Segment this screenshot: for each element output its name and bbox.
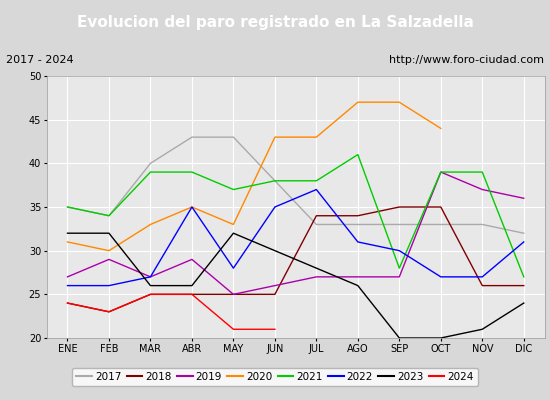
Text: Evolucion del paro registrado en La Salzadella: Evolucion del paro registrado en La Salz…	[76, 14, 474, 30]
Text: 2017 - 2024: 2017 - 2024	[6, 55, 73, 65]
Legend: 2017, 2018, 2019, 2020, 2021, 2022, 2023, 2024: 2017, 2018, 2019, 2020, 2021, 2022, 2023…	[72, 368, 478, 386]
Text: http://www.foro-ciudad.com: http://www.foro-ciudad.com	[389, 55, 544, 65]
